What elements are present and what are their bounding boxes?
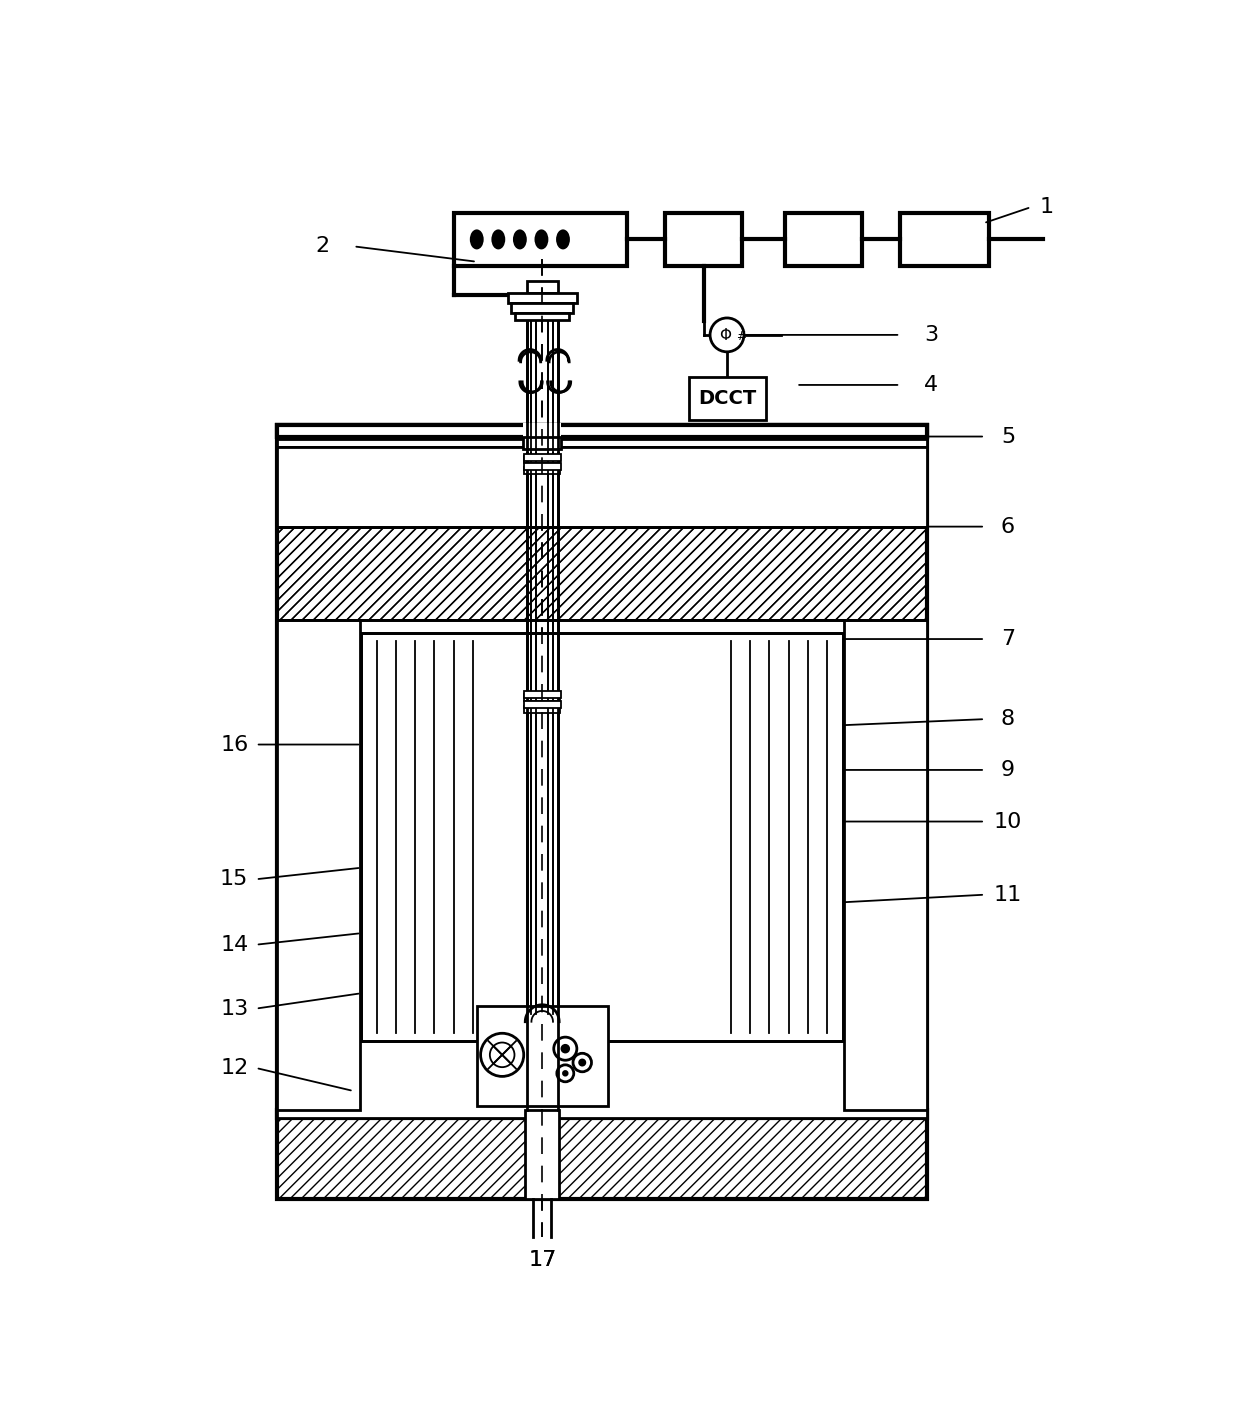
Circle shape [710, 318, 743, 352]
Circle shape [563, 1071, 567, 1075]
Bar [524, 691, 561, 698]
Bar [477, 1007, 608, 1106]
Bar [276, 619, 927, 1118]
Ellipse shape [513, 229, 526, 249]
Text: 7: 7 [1001, 629, 1015, 649]
Bar [524, 454, 561, 461]
Circle shape [557, 1065, 573, 1082]
Bar [276, 527, 927, 619]
Bar [524, 701, 561, 708]
Bar [276, 424, 927, 1118]
Circle shape [490, 1042, 514, 1067]
Circle shape [481, 1034, 524, 1077]
Bar [523, 437, 561, 449]
Bar [524, 706, 560, 713]
Text: $\Phi$: $\Phi$ [719, 328, 732, 343]
Text: 10: 10 [994, 812, 1022, 832]
Bar [515, 312, 570, 320]
Text: DCCT: DCCT [698, 389, 756, 407]
Bar [276, 439, 927, 447]
Bar [688, 377, 766, 420]
Text: 3: 3 [924, 325, 938, 345]
Bar [508, 292, 577, 303]
Text: 15: 15 [219, 869, 248, 889]
Ellipse shape [556, 229, 570, 249]
Bar [900, 214, 989, 266]
Bar [512, 303, 573, 312]
Ellipse shape [535, 229, 549, 249]
Text: 17: 17 [528, 1250, 556, 1270]
Bar [524, 463, 561, 470]
Bar [524, 456, 560, 463]
Bar [525, 1111, 559, 1199]
Text: 6: 6 [1001, 517, 1015, 537]
Text: 9: 9 [1001, 760, 1015, 780]
Bar [276, 424, 927, 437]
Text: 8: 8 [1001, 709, 1015, 729]
Bar [784, 214, 862, 266]
Text: 17: 17 [528, 1250, 556, 1270]
Bar [276, 619, 360, 1111]
Bar [276, 1111, 927, 1199]
Bar [524, 695, 560, 702]
Bar [276, 447, 927, 527]
Text: 14: 14 [219, 934, 248, 954]
Ellipse shape [470, 229, 483, 249]
Circle shape [580, 1059, 586, 1065]
Text: 1: 1 [1039, 197, 1054, 216]
Ellipse shape [492, 229, 506, 249]
Bar [276, 527, 927, 619]
Bar [276, 424, 927, 437]
Circle shape [554, 1037, 577, 1061]
Bar [276, 447, 927, 527]
Text: #: # [736, 330, 747, 343]
Text: 13: 13 [219, 998, 248, 1018]
Bar [523, 423, 561, 451]
Bar [361, 632, 842, 1041]
Text: 16: 16 [219, 735, 248, 755]
Text: 5: 5 [1001, 427, 1015, 447]
Bar [524, 467, 560, 474]
Circle shape [561, 1045, 570, 1052]
Bar [454, 214, 626, 266]
Circle shape [573, 1054, 592, 1072]
Bar [276, 619, 927, 1118]
Bar [361, 632, 842, 1041]
Text: 4: 4 [924, 375, 938, 394]
Bar [666, 214, 742, 266]
Bar [845, 619, 927, 1111]
Text: 11: 11 [994, 884, 1022, 904]
Bar [526, 281, 557, 292]
Text: 12: 12 [219, 1058, 248, 1078]
Text: 2: 2 [316, 236, 329, 256]
